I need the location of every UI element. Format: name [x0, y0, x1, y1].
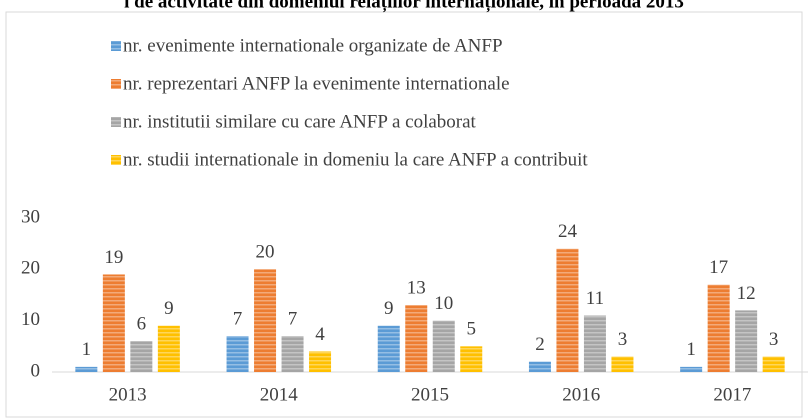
bar: [432, 320, 455, 372]
data-label: 20: [256, 242, 275, 263]
data-label: 24: [558, 221, 578, 242]
bar: [735, 310, 758, 372]
data-label: 4: [315, 324, 325, 345]
data-label: 10: [434, 293, 453, 314]
data-label: 17: [709, 257, 728, 278]
x-tick-label: 2014: [260, 384, 299, 405]
x-tick-label: 2017: [713, 384, 751, 405]
data-label: 19: [104, 247, 123, 268]
bar: [157, 325, 180, 372]
y-tick-label: 30: [21, 206, 40, 227]
legend-swatch: [111, 79, 121, 89]
bar: [611, 356, 634, 372]
bar: [226, 336, 249, 372]
data-label: 3: [618, 329, 628, 350]
legend-swatch: [111, 155, 121, 165]
legend-swatch: [111, 41, 121, 51]
data-label: 12: [737, 283, 756, 304]
bar: [309, 351, 332, 372]
y-tick-label: 20: [21, 258, 40, 279]
bar: [528, 361, 551, 372]
data-label: 1: [686, 339, 696, 360]
bar: [254, 269, 277, 372]
chart-frame: [5, 11, 803, 418]
legend-label: nr. reprezentari ANFP la evenimente inte…: [123, 73, 510, 94]
data-label: 1: [82, 339, 92, 360]
bar: [405, 305, 428, 372]
x-tick-label: 2013: [109, 384, 147, 405]
data-label: 9: [384, 298, 394, 319]
data-label: 9: [164, 298, 174, 319]
data-label: 11: [586, 288, 604, 309]
data-label: 13: [407, 278, 426, 299]
y-tick-label: 10: [21, 309, 40, 330]
bar: [707, 284, 730, 372]
bar: [680, 366, 703, 372]
data-label: 7: [233, 308, 243, 329]
legend-swatch: [111, 117, 121, 127]
x-tick-label: 2016: [562, 384, 600, 405]
data-label: 5: [467, 319, 477, 340]
data-label: 7: [288, 308, 298, 329]
x-tick-label: 2015: [411, 384, 449, 405]
legend-label: nr. studii internationale in domeniu la …: [123, 149, 588, 170]
bar: [102, 274, 125, 372]
bar: [583, 315, 606, 372]
bar: [762, 356, 785, 372]
bar: [75, 366, 98, 372]
data-label: 2: [535, 334, 545, 355]
bar: [556, 248, 579, 372]
bar: [460, 346, 483, 372]
legend-label: nr. evenimente internationale organizate…: [123, 35, 503, 56]
bar: [377, 325, 400, 372]
bar: [130, 341, 153, 372]
data-label: 3: [769, 329, 779, 350]
chart-title: i de activitate din domeniul relațiilor …: [124, 0, 684, 12]
bar: [281, 336, 304, 372]
data-label: 6: [137, 314, 147, 335]
legend-label: nr. institutii similare cu care ANFP a c…: [123, 111, 477, 132]
y-tick-label: 0: [31, 360, 41, 381]
